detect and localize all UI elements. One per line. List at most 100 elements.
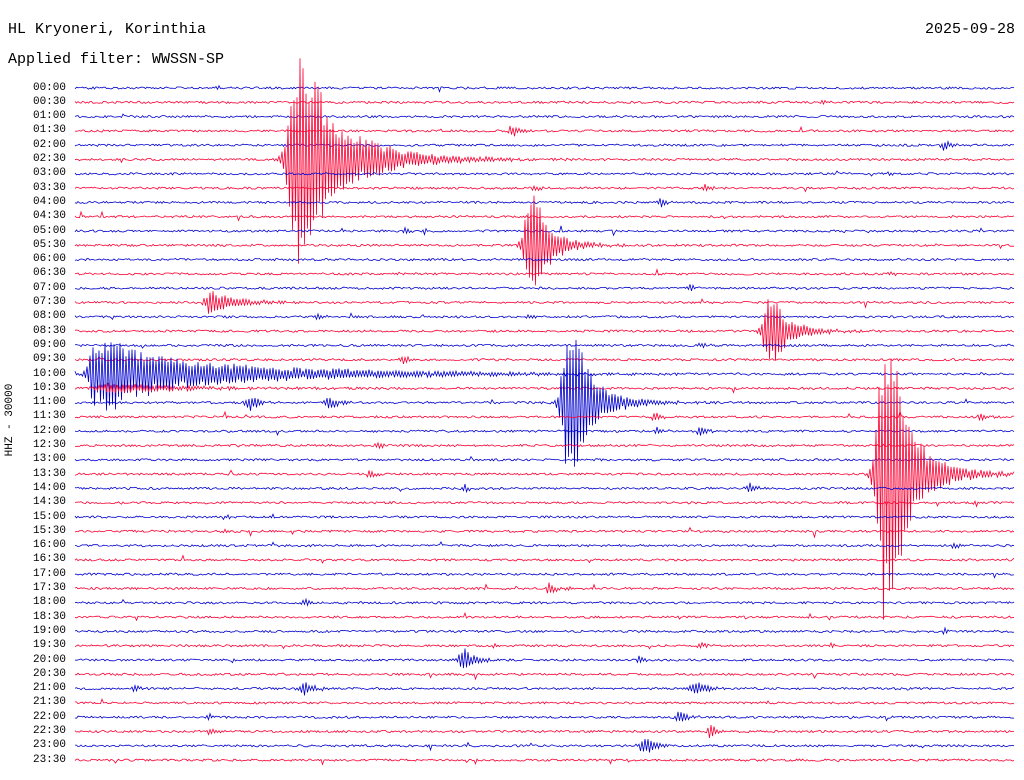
time-label-19:00: 19:00 <box>32 624 66 637</box>
trace-row-05:00 <box>74 225 1015 237</box>
trace-row-11:30 <box>74 409 1015 422</box>
station-title: HL Kryoneri, Korinthia <box>8 21 207 38</box>
trace-row-03:00 <box>74 170 1015 177</box>
time-label-02:00: 02:00 <box>32 138 66 151</box>
time-label-13:00: 13:00 <box>32 453 66 466</box>
trace-row-20:30 <box>74 672 1015 681</box>
time-label-17:00: 17:00 <box>32 567 66 580</box>
trace-row-22:30 <box>74 725 1015 739</box>
trace-row-17:30 <box>74 582 1015 594</box>
time-label-21:00: 21:00 <box>32 682 66 695</box>
trace-row-14:30 <box>74 499 1015 508</box>
filter-label: Applied filter: WWSSN-SP <box>8 51 225 68</box>
trace-row-13:30 <box>74 358 1015 620</box>
time-label-03:30: 03:30 <box>32 181 66 194</box>
time-label-01:30: 01:30 <box>32 124 66 137</box>
trace-row-11:00 <box>74 339 1015 467</box>
trace-row-03:30 <box>74 184 1015 193</box>
time-label-22:00: 22:00 <box>32 710 66 723</box>
time-label-01:00: 01:00 <box>32 110 66 123</box>
trace-row-14:00 <box>74 482 1015 494</box>
trace-row-02:30 <box>74 58 1015 264</box>
time-label-17:30: 17:30 <box>32 582 66 594</box>
time-label-03:00: 03:00 <box>32 167 66 180</box>
time-label-05:30: 05:30 <box>32 238 66 251</box>
trace-row-00:30 <box>74 99 1015 106</box>
time-label-12:00: 12:00 <box>32 424 66 437</box>
time-label-15:30: 15:30 <box>32 524 66 537</box>
trace-row-16:30 <box>74 554 1015 564</box>
time-label-18:00: 18:00 <box>32 596 66 609</box>
trace-row-01:30 <box>74 125 1015 137</box>
time-label-12:30: 12:30 <box>32 439 66 451</box>
time-label-05:00: 05:00 <box>32 224 66 237</box>
time-label-20:30: 20:30 <box>32 667 66 680</box>
trace-row-07:30 <box>74 291 1015 314</box>
trace-row-19:30 <box>74 641 1015 650</box>
trace-row-21:00 <box>74 682 1015 696</box>
trace-row-04:30 <box>74 210 1015 222</box>
trace-row-22:00 <box>74 711 1015 722</box>
time-label-00:00: 00:00 <box>32 81 66 94</box>
trace-row-17:00 <box>75 572 1015 579</box>
trace-row-20:00 <box>74 648 1015 669</box>
time-label-15:00: 15:00 <box>32 510 66 523</box>
time-label-20:00: 20:00 <box>32 653 66 666</box>
time-label-08:00: 08:00 <box>32 310 66 323</box>
trace-row-18:00 <box>74 597 1015 607</box>
time-label-08:30: 08:30 <box>32 324 66 337</box>
trace-row-06:00 <box>74 257 1015 262</box>
trace-row-13:00 <box>74 455 1015 462</box>
trace-row-08:30 <box>74 299 1015 361</box>
time-label-09:00: 09:00 <box>32 338 66 351</box>
time-label-16:00: 16:00 <box>32 539 66 552</box>
time-label-13:30: 13:30 <box>32 467 66 480</box>
time-label-04:00: 04:00 <box>32 195 66 208</box>
time-label-18:30: 18:30 <box>32 610 66 623</box>
trace-row-06:30 <box>74 268 1015 277</box>
trace-row-02:00 <box>74 140 1015 151</box>
time-label-07:00: 07:00 <box>32 281 66 294</box>
trace-row-10:00 <box>74 342 1014 411</box>
trace-row-15:00 <box>74 513 1015 521</box>
time-label-22:30: 22:30 <box>32 725 66 737</box>
trace-row-08:00 <box>74 312 1015 321</box>
time-label-06:30: 06:30 <box>32 267 66 280</box>
trace-row-04:00 <box>74 198 1015 208</box>
trace-row-12:00 <box>74 426 1015 436</box>
time-label-07:30: 07:30 <box>32 296 66 308</box>
trace-row-05:30 <box>74 195 1014 286</box>
date-label: 2025-09-28 <box>924 21 1015 38</box>
time-label-21:30: 21:30 <box>32 696 66 709</box>
time-label-11:30: 11:30 <box>32 410 66 423</box>
trace-row-09:00 <box>74 342 1015 349</box>
time-label-23:00: 23:00 <box>32 739 66 752</box>
time-label-02:30: 02:30 <box>32 153 66 165</box>
time-label-14:00: 14:00 <box>32 481 66 494</box>
trace-row-23:30 <box>74 758 1015 766</box>
trace-row-01:00 <box>74 113 1015 119</box>
trace-row-15:30 <box>74 526 1015 539</box>
trace-row-10:30 <box>74 382 1015 394</box>
time-label-14:30: 14:30 <box>32 496 66 509</box>
time-label-19:30: 19:30 <box>32 639 66 652</box>
time-label-16:30: 16:30 <box>32 553 66 566</box>
time-label-00:30: 00:30 <box>32 95 66 108</box>
trace-row-00:00 <box>74 84 1015 93</box>
trace-row-23:00 <box>75 739 1015 753</box>
time-label-10:00: 10:00 <box>32 367 66 380</box>
trace-row-07:00 <box>74 284 1015 292</box>
trace-row-21:30 <box>75 698 1015 705</box>
trace-row-12:30 <box>74 441 1015 450</box>
trace-row-09:30 <box>74 355 1015 364</box>
time-label-23:30: 23:30 <box>32 753 66 766</box>
time-label-11:00: 11:00 <box>32 396 66 409</box>
time-label-10:30: 10:30 <box>32 381 66 394</box>
time-label-09:30: 09:30 <box>32 353 66 366</box>
trace-row-18:30 <box>74 611 1015 622</box>
trace-row-16:00 <box>74 541 1015 550</box>
time-label-04:30: 04:30 <box>32 210 66 223</box>
trace-row-19:00 <box>74 626 1015 636</box>
